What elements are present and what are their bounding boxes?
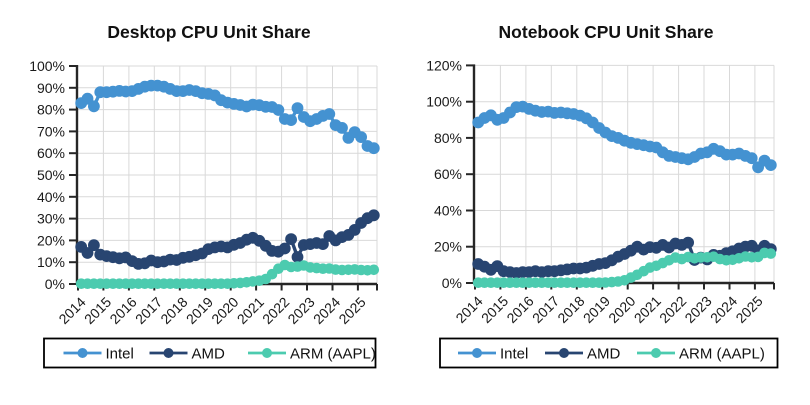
svg-text:90%: 90% (37, 80, 65, 96)
svg-text:20%: 20% (434, 239, 462, 255)
svg-text:40%: 40% (37, 189, 65, 205)
svg-text:ARM (AAPL): ARM (AAPL) (290, 346, 376, 363)
svg-text:100%: 100% (426, 94, 462, 110)
svg-text:100%: 100% (29, 58, 65, 74)
svg-text:50%: 50% (37, 167, 65, 183)
svg-text:0%: 0% (45, 276, 65, 292)
svg-text:Intel: Intel (106, 346, 134, 363)
svg-text:AMD: AMD (192, 346, 226, 363)
svg-text:120%: 120% (426, 57, 462, 73)
svg-text:AMD: AMD (587, 346, 621, 363)
svg-text:60%: 60% (37, 145, 65, 161)
svg-text:70%: 70% (37, 123, 65, 139)
svg-text:40%: 40% (434, 203, 462, 219)
svg-text:0%: 0% (442, 275, 462, 291)
svg-text:60%: 60% (434, 166, 462, 182)
svg-text:80%: 80% (37, 102, 65, 118)
svg-text:20%: 20% (37, 232, 65, 248)
svg-text:ARM (AAPL): ARM (AAPL) (679, 346, 765, 363)
svg-text:10%: 10% (37, 254, 65, 270)
svg-text:30%: 30% (37, 211, 65, 227)
svg-text:80%: 80% (434, 130, 462, 146)
svg-text:Desktop CPU Unit Share: Desktop CPU Unit Share (107, 22, 310, 42)
svg-text:Intel: Intel (500, 346, 528, 363)
svg-text:Notebook CPU Unit Share: Notebook CPU Unit Share (499, 22, 714, 42)
